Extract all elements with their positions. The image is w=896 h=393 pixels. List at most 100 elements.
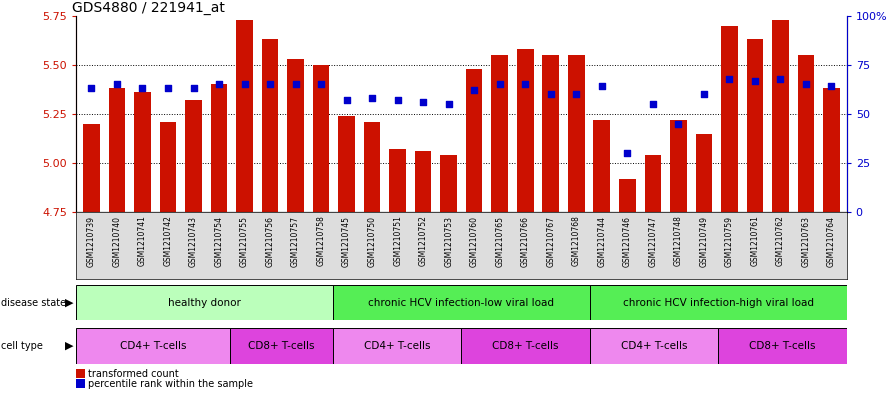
Point: [697, 91, 711, 97]
Bar: [461, 328, 590, 364]
Text: GSM1210746: GSM1210746: [623, 215, 632, 266]
Bar: [333, 328, 461, 364]
Text: GSM1210745: GSM1210745: [342, 215, 351, 266]
Bar: [108, 88, 125, 212]
Text: GSM1210753: GSM1210753: [444, 215, 453, 266]
Bar: [159, 122, 177, 212]
Bar: [76, 328, 230, 364]
Text: GSM1210764: GSM1210764: [827, 215, 836, 266]
Text: GSM1210751: GSM1210751: [393, 215, 402, 266]
Text: GSM1210762: GSM1210762: [776, 215, 785, 266]
Point: [518, 81, 532, 88]
Bar: [797, 55, 814, 212]
Bar: [262, 39, 279, 212]
Text: GSM1210756: GSM1210756: [265, 215, 274, 266]
Point: [493, 81, 507, 88]
Point: [824, 83, 839, 90]
Bar: [542, 55, 559, 212]
Text: GSM1210739: GSM1210739: [87, 215, 96, 266]
Point: [186, 85, 201, 92]
Text: GSM1210759: GSM1210759: [725, 215, 734, 266]
Point: [544, 91, 558, 97]
Bar: [590, 285, 847, 320]
Text: transformed count: transformed count: [88, 369, 178, 379]
Point: [161, 85, 176, 92]
Bar: [185, 100, 202, 212]
Bar: [568, 55, 584, 212]
Text: GDS4880 / 221941_at: GDS4880 / 221941_at: [73, 1, 225, 15]
Text: GSM1210749: GSM1210749: [700, 215, 709, 266]
Point: [595, 83, 609, 90]
Bar: [390, 149, 406, 212]
Text: GSM1210758: GSM1210758: [316, 215, 325, 266]
Point: [467, 87, 481, 94]
Text: CD8+ T-cells: CD8+ T-cells: [248, 341, 314, 351]
Text: GSM1210748: GSM1210748: [674, 215, 683, 266]
Point: [722, 75, 737, 82]
Point: [84, 85, 99, 92]
Text: percentile rank within the sample: percentile rank within the sample: [88, 378, 253, 389]
Point: [135, 85, 150, 92]
Bar: [339, 116, 355, 212]
Text: GSM1210747: GSM1210747: [649, 215, 658, 266]
Text: GSM1210743: GSM1210743: [189, 215, 198, 266]
Text: GSM1210744: GSM1210744: [598, 215, 607, 266]
Bar: [517, 49, 533, 212]
Point: [340, 97, 354, 103]
Bar: [772, 20, 788, 212]
Text: GSM1210765: GSM1210765: [495, 215, 504, 266]
Bar: [313, 65, 330, 212]
Bar: [83, 124, 99, 212]
Bar: [593, 120, 610, 212]
Bar: [721, 26, 737, 212]
Point: [391, 97, 405, 103]
Point: [314, 81, 328, 88]
Text: GSM1210754: GSM1210754: [214, 215, 223, 266]
Text: chronic HCV infection-low viral load: chronic HCV infection-low viral load: [368, 298, 555, 308]
Bar: [288, 59, 304, 212]
Bar: [746, 39, 763, 212]
Bar: [823, 88, 840, 212]
Text: cell type: cell type: [1, 341, 43, 351]
Bar: [441, 155, 457, 212]
Text: GSM1210755: GSM1210755: [240, 215, 249, 266]
Point: [416, 99, 430, 105]
Text: GSM1210763: GSM1210763: [801, 215, 810, 266]
Text: GSM1210742: GSM1210742: [163, 215, 173, 266]
Bar: [695, 134, 712, 212]
Bar: [670, 120, 686, 212]
Text: chronic HCV infection-high viral load: chronic HCV infection-high viral load: [623, 298, 814, 308]
Text: GSM1210767: GSM1210767: [547, 215, 556, 266]
Text: healthy donor: healthy donor: [168, 298, 241, 308]
Text: GSM1210768: GSM1210768: [572, 215, 581, 266]
Bar: [590, 328, 719, 364]
Bar: [134, 92, 151, 212]
Point: [671, 121, 685, 127]
Text: ▶: ▶: [65, 341, 73, 351]
Text: GSM1210757: GSM1210757: [291, 215, 300, 266]
Text: CD8+ T-cells: CD8+ T-cells: [749, 341, 815, 351]
Point: [773, 75, 788, 82]
Bar: [237, 20, 253, 212]
Point: [211, 81, 226, 88]
Point: [442, 101, 456, 107]
Point: [646, 101, 660, 107]
Bar: [619, 179, 635, 212]
Bar: [230, 328, 333, 364]
Text: CD8+ T-cells: CD8+ T-cells: [493, 341, 559, 351]
Point: [110, 81, 125, 88]
Bar: [211, 84, 228, 212]
Bar: [415, 151, 432, 212]
Text: CD4+ T-cells: CD4+ T-cells: [120, 341, 186, 351]
Point: [289, 81, 303, 88]
Text: disease state: disease state: [1, 298, 66, 308]
Text: GSM1210761: GSM1210761: [750, 215, 760, 266]
Text: GSM1210750: GSM1210750: [367, 215, 376, 266]
Point: [798, 81, 813, 88]
Bar: [719, 328, 847, 364]
Text: GSM1210741: GSM1210741: [138, 215, 147, 266]
Point: [263, 81, 277, 88]
Bar: [491, 55, 508, 212]
Point: [365, 95, 379, 101]
Point: [237, 81, 252, 88]
